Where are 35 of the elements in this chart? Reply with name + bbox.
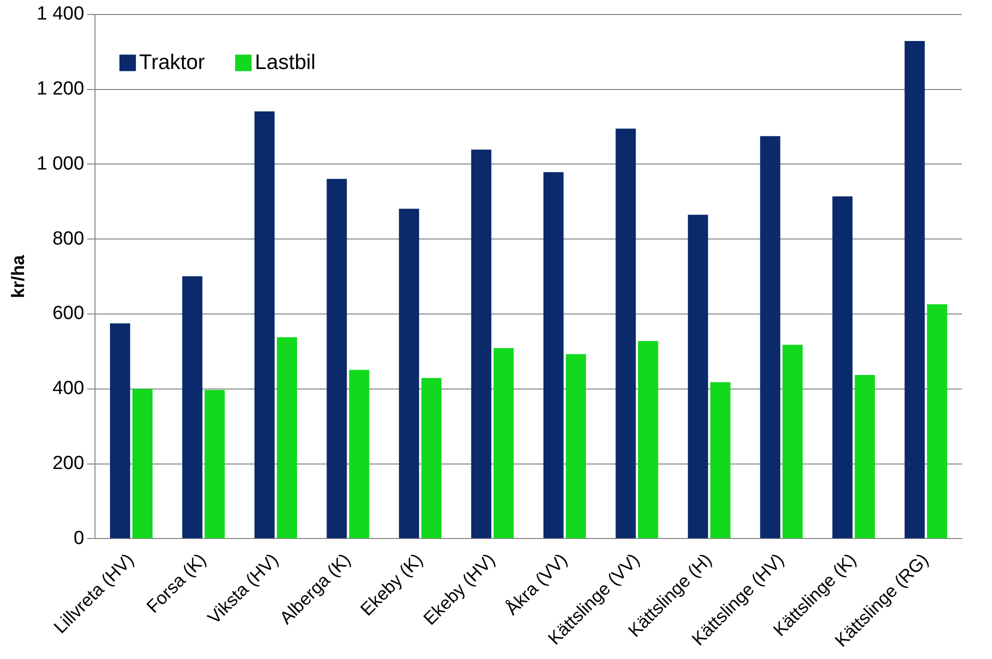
bar (927, 304, 948, 538)
bar (132, 388, 153, 538)
bar (398, 208, 420, 538)
y-tick-label: 1 200 (36, 78, 84, 100)
legend-label: Traktor (139, 51, 205, 74)
y-tick-label: 1 400 (36, 4, 84, 25)
bar (710, 382, 730, 538)
bar (421, 378, 442, 538)
y-tick-label: 1 000 (36, 153, 84, 174)
bar (182, 276, 202, 538)
y-tick-label: 0 (74, 528, 84, 549)
y-axis-title: kr/ha (8, 254, 28, 298)
bar (832, 196, 853, 538)
y-tick-label: 600 (52, 303, 84, 324)
y-tick-label: 800 (52, 228, 84, 250)
y-tick-label: 200 (52, 453, 84, 474)
bar (616, 128, 636, 538)
bar (326, 178, 347, 538)
bar (349, 370, 370, 538)
bar (854, 375, 875, 538)
bar (494, 348, 514, 538)
bar (904, 40, 925, 538)
bar (760, 136, 780, 538)
bar (204, 390, 225, 538)
bar (543, 172, 564, 538)
legend-label: Lastbil (254, 51, 316, 74)
bar (638, 340, 658, 538)
bar (471, 150, 492, 538)
bar (566, 354, 586, 538)
bar (276, 337, 298, 538)
bar (110, 323, 130, 538)
bar (688, 214, 708, 538)
bar (254, 111, 275, 538)
y-tick-label: 400 (52, 378, 84, 400)
bar (782, 344, 803, 538)
